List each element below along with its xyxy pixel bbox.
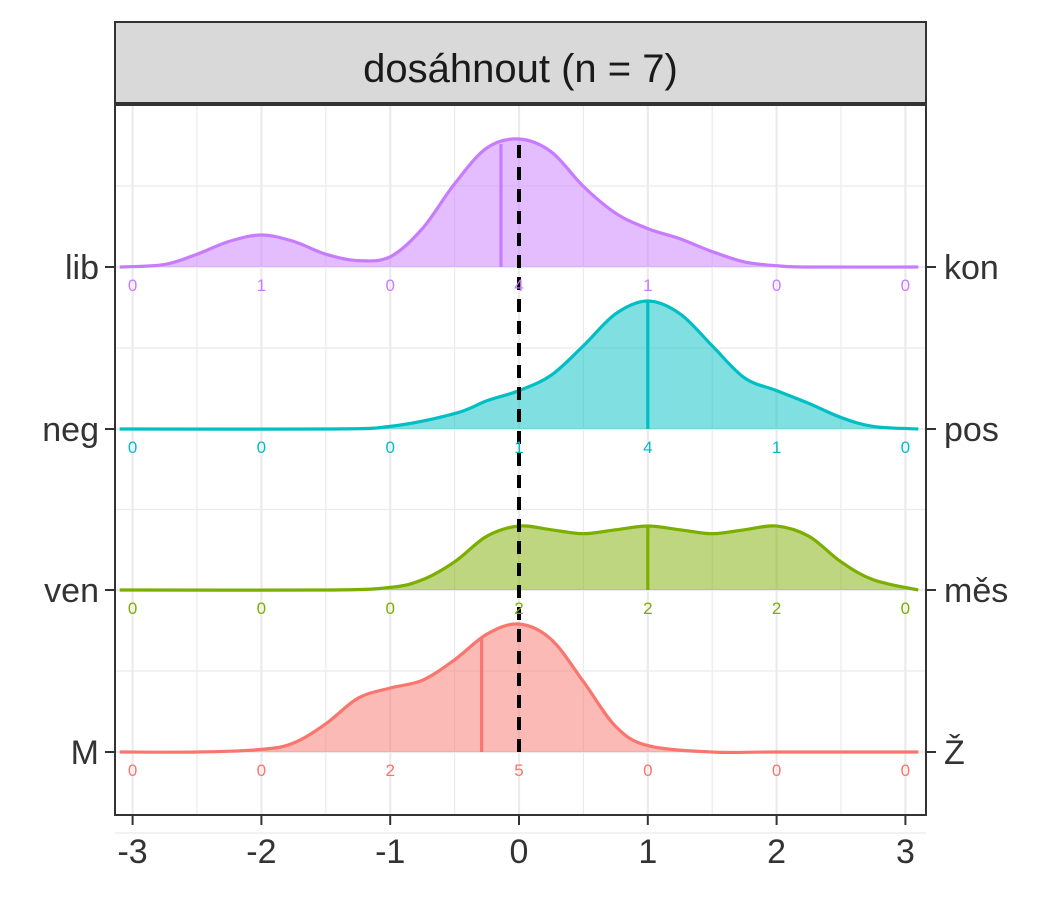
count-label: 4 [514, 276, 523, 295]
x-tick-label: -1 [375, 833, 405, 871]
density-line [119, 524, 919, 592]
y-tick-label-right: Ž [944, 734, 965, 772]
count-label: 0 [385, 599, 394, 618]
count-label: 0 [385, 438, 394, 457]
count-label: 4 [643, 438, 652, 457]
density-line [119, 299, 919, 431]
panel-border [114, 104, 927, 816]
count-label: 1 [257, 276, 266, 295]
y-tick-label-right: kon [944, 249, 999, 287]
count-label: 0 [772, 761, 781, 780]
count-label: 2 [643, 599, 652, 618]
x-tick-label: 3 [896, 833, 915, 871]
count-label: 0 [901, 761, 910, 780]
density-area [119, 138, 919, 268]
y-tick-label-left: neg [42, 411, 99, 449]
x-tick-label: 1 [638, 833, 657, 871]
count-label: 2 [514, 599, 523, 618]
count-label: 1 [643, 276, 652, 295]
y-tick-label-right: pos [944, 411, 999, 449]
chart-title: dosáhnout (n = 7) [363, 47, 678, 91]
x-tick-label: 2 [767, 833, 786, 871]
count-labels: 0 1 0 4 1 0 0 0 0 0 1 4 1 0 0 0 0 2 2 2 0 0 0 2 5 0 0 0 [128, 276, 910, 780]
ridge-layer [119, 137, 919, 755]
axis-layer: lib kon neg pos ven měs M Ž -3 -2 -1 0 1 2 3 [42, 249, 1008, 871]
count-label: 0 [385, 276, 394, 295]
count-label: 5 [514, 761, 523, 780]
count-label: 0 [643, 761, 652, 780]
count-label: 0 [257, 761, 266, 780]
ridge-ven-měs [119, 524, 919, 592]
count-label: 0 [257, 599, 266, 618]
strip-background [114, 21, 927, 104]
facet-strip: dosáhnout (n = 7) [114, 21, 927, 104]
ridge-neg-pos [119, 299, 919, 431]
density-area [119, 525, 919, 591]
count-label: 0 [257, 438, 266, 457]
density-line [119, 622, 919, 755]
count-label: 0 [128, 438, 137, 457]
count-label: 0 [128, 599, 137, 618]
x-tick-label: 0 [510, 833, 529, 871]
density-line [119, 137, 919, 269]
density-area [119, 301, 919, 430]
ridge-lib-kon [119, 137, 919, 269]
ridge-M-Ž [119, 622, 919, 755]
density-area [119, 623, 919, 753]
x-tick-label: -3 [117, 833, 147, 871]
count-label: 0 [772, 276, 781, 295]
count-label: 0 [128, 761, 137, 780]
x-tick-label: -2 [246, 833, 276, 871]
y-tick-label-left: M [71, 734, 99, 772]
y-tick-label-left: lib [65, 249, 99, 287]
count-label: 2 [772, 599, 781, 618]
count-label: 0 [901, 438, 910, 457]
y-tick-label-right: měs [944, 572, 1008, 610]
count-label: 1 [514, 438, 523, 457]
count-label: 0 [901, 276, 910, 295]
count-label: 0 [901, 599, 910, 618]
y-tick-label-left: ven [44, 572, 99, 610]
count-label: 2 [385, 761, 394, 780]
count-label: 0 [128, 276, 137, 295]
count-label: 1 [772, 438, 781, 457]
